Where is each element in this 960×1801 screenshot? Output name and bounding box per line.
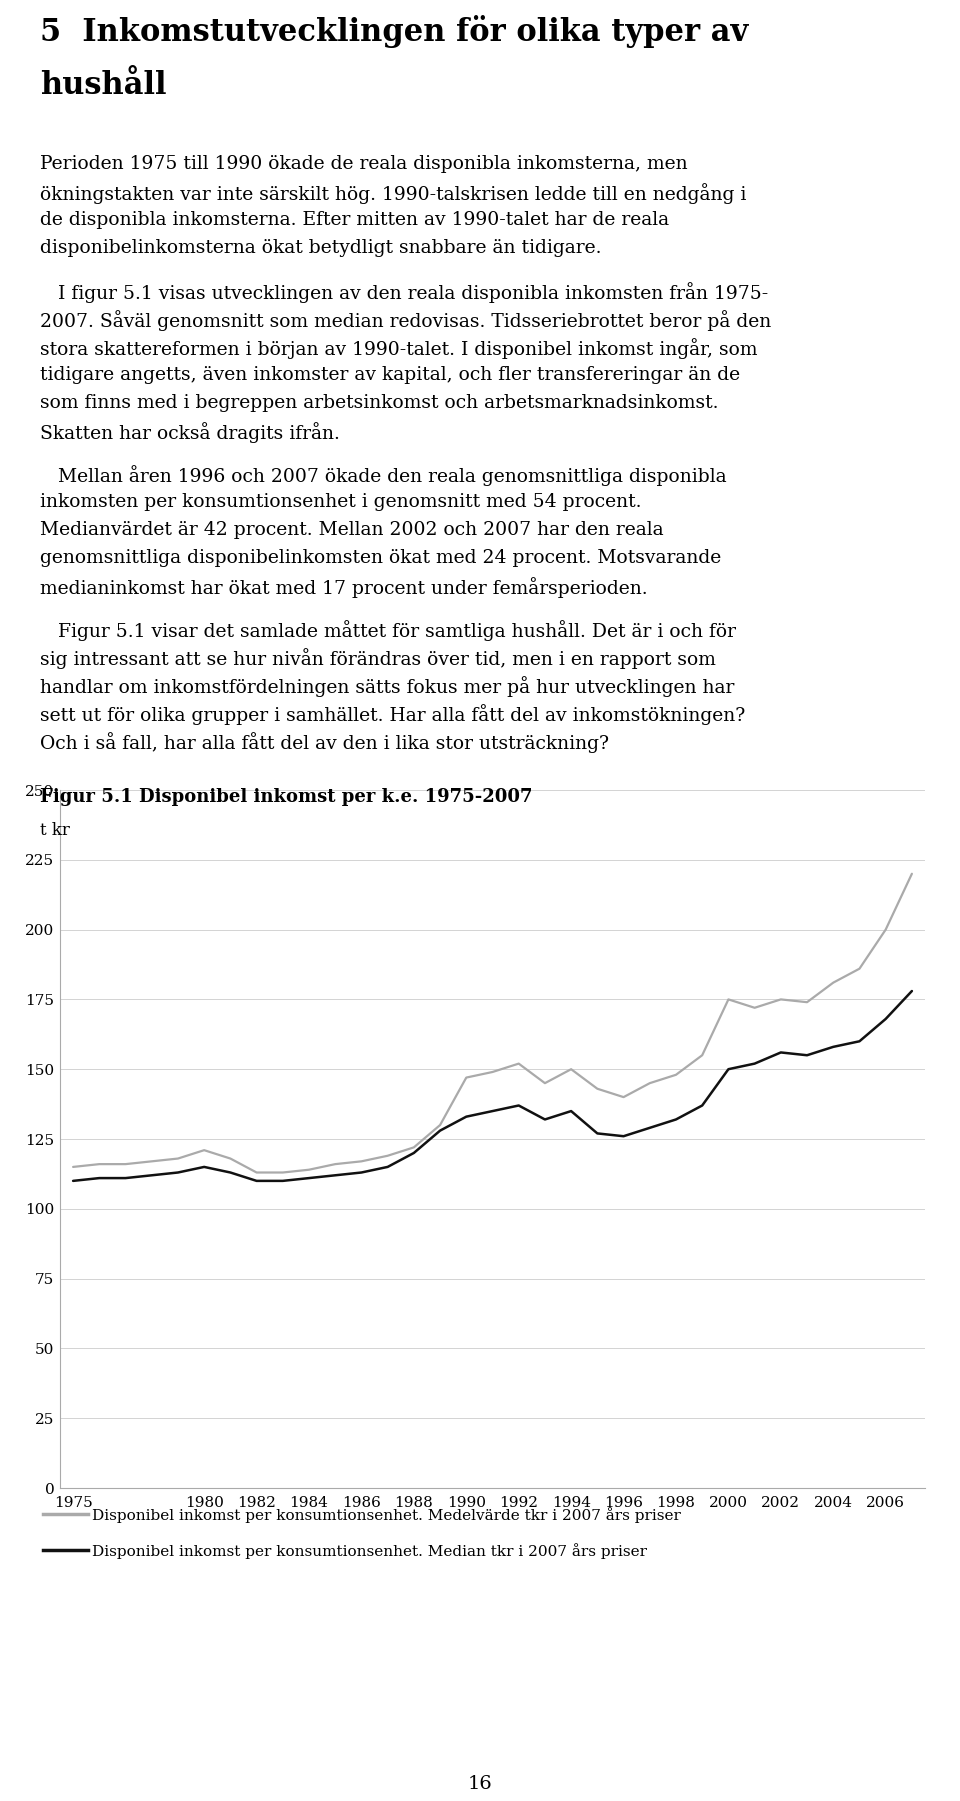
- Text: inkomsten per konsumtionsenhet i genomsnitt med 54 procent.: inkomsten per konsumtionsenhet i genomsn…: [40, 493, 641, 511]
- Text: sig intressant att se hur nivån förändras över tid, men i en rapport som: sig intressant att se hur nivån förändra…: [40, 648, 716, 668]
- Text: Perioden 1975 till 1990 ökade de reala disponibla inkomsterna, men: Perioden 1975 till 1990 ökade de reala d…: [40, 155, 687, 173]
- Text: stora skattereformen i början av 1990-talet. I disponibel inkomst ingår, som: stora skattereformen i början av 1990-ta…: [40, 339, 757, 358]
- Text: Figur 5.1 visar det samlade måttet för samtliga hushåll. Det är i och för: Figur 5.1 visar det samlade måttet för s…: [40, 620, 736, 641]
- Text: tidigare angetts, även inkomster av kapital, och fler transfereringar än de: tidigare angetts, även inkomster av kapi…: [40, 366, 740, 384]
- Text: Medianvärdet är 42 procent. Mellan 2002 och 2007 har den reala: Medianvärdet är 42 procent. Mellan 2002 …: [40, 520, 663, 538]
- Text: Disponibel inkomst per konsumtionsenhet. Median tkr i 2007 års priser: Disponibel inkomst per konsumtionsenhet.…: [92, 1543, 647, 1560]
- Text: disponibelinkomsterna ökat betydligt snabbare än tidigare.: disponibelinkomsterna ökat betydligt sna…: [40, 240, 602, 258]
- Text: Mellan åren 1996 och 2007 ökade den reala genomsnittliga disponibla: Mellan åren 1996 och 2007 ökade den real…: [40, 465, 727, 486]
- Text: hushåll: hushåll: [40, 70, 166, 101]
- Text: t kr: t kr: [40, 821, 70, 839]
- Text: Och i så fall, har alla fått del av den i lika stor utsträckning?: Och i så fall, har alla fått del av den …: [40, 731, 609, 753]
- Text: handlar om inkomstfördelningen sätts fokus mer på hur utvecklingen har: handlar om inkomstfördelningen sätts fok…: [40, 675, 734, 697]
- Text: sett ut för olika grupper i samhället. Har alla fått del av inkomstökningen?: sett ut för olika grupper i samhället. H…: [40, 704, 745, 726]
- Text: Figur 5.1 Disponibel inkomst per k.e. 1975-2007: Figur 5.1 Disponibel inkomst per k.e. 19…: [40, 789, 533, 807]
- Text: de disponibla inkomsterna. Efter mitten av 1990-talet har de reala: de disponibla inkomsterna. Efter mitten …: [40, 211, 669, 229]
- Text: 5  Inkomstutvecklingen för olika typer av: 5 Inkomstutvecklingen för olika typer av: [40, 14, 748, 49]
- Text: Skatten har också dragits ifrån.: Skatten har också dragits ifrån.: [40, 421, 340, 443]
- Text: som finns med i begreppen arbetsinkomst och arbetsmarknadsinkomst.: som finns med i begreppen arbetsinkomst …: [40, 394, 718, 412]
- Text: genomsnittliga disponibelinkomsten ökat med 24 procent. Motsvarande: genomsnittliga disponibelinkomsten ökat …: [40, 549, 721, 567]
- Text: I figur 5.1 visas utvecklingen av den reala disponibla inkomsten från 1975-: I figur 5.1 visas utvecklingen av den re…: [40, 283, 768, 303]
- Text: 16: 16: [468, 1776, 492, 1794]
- Text: ökningstakten var inte särskilt hög. 1990-talskrisen ledde till en nedgång i: ökningstakten var inte särskilt hög. 199…: [40, 184, 746, 204]
- Text: Disponibel inkomst per konsumtionsenhet. Medelvärde tkr i 2007 års priser: Disponibel inkomst per konsumtionsenhet.…: [92, 1507, 681, 1524]
- Text: 2007. Såväl genomsnitt som median redovisas. Tidsseriebrottet beror på den: 2007. Såväl genomsnitt som median redovi…: [40, 310, 771, 331]
- Text: medianinkomst har ökat med 17 procent under femårsperioden.: medianinkomst har ökat med 17 procent un…: [40, 576, 648, 598]
